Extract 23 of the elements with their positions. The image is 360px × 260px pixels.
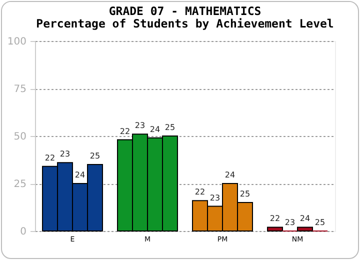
- series-label: 22: [44, 153, 56, 162]
- text: 25: [314, 218, 326, 227]
- text: 23: [134, 121, 146, 130]
- y-tick-label: 0: [20, 226, 26, 238]
- text: 23: [284, 218, 296, 227]
- text: 24: [224, 170, 236, 180]
- text: 23: [210, 193, 220, 202]
- y-tick-label: 50: [14, 132, 26, 142]
- text: 24: [300, 214, 310, 224]
- text: 22: [120, 126, 130, 136]
- series-label: 23: [60, 150, 70, 159]
- series-label: 25: [90, 152, 100, 160]
- text: 22: [270, 214, 280, 224]
- text: 22: [194, 188, 206, 197]
- chart-title: GRADE 07 - MATHEMATICS: [108, 4, 262, 18]
- text: 24: [150, 124, 160, 134]
- chart-subtitle: Percentage of Students by Achievement Level: [36, 16, 334, 30]
- text: 25: [240, 190, 250, 198]
- y-tick-label: 75: [14, 84, 26, 95]
- y-tick-label: 25: [14, 179, 26, 190]
- series-label: 24: [74, 170, 86, 180]
- text: 25: [164, 123, 176, 132]
- y-tick-label: 100: [7, 36, 26, 48]
